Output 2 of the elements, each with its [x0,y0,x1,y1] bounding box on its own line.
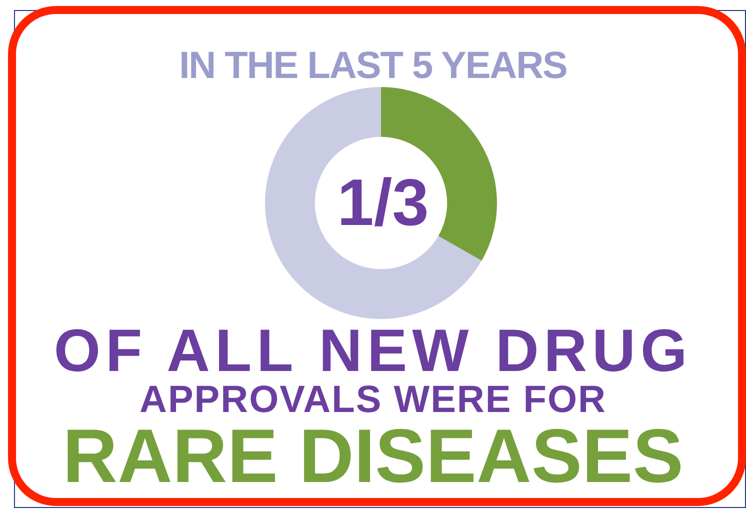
text: 1/3 [337,165,429,240]
chart-title: IN THE LAST 5 YEARS [178,45,568,87]
